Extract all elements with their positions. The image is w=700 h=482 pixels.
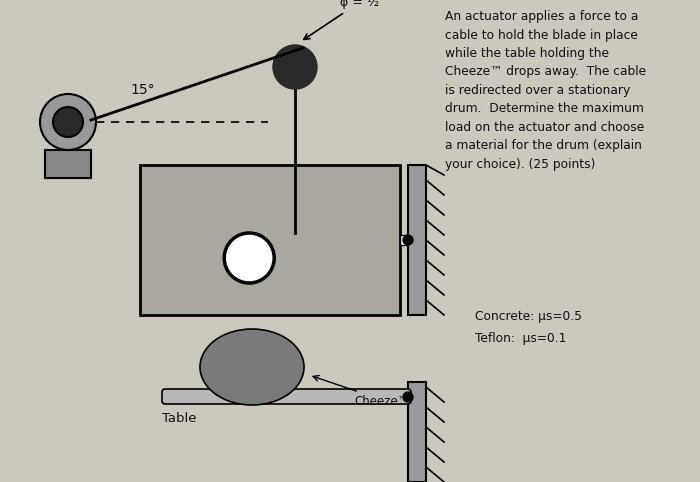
Text: Concrete: μs=0.5: Concrete: μs=0.5 bbox=[475, 310, 582, 323]
Bar bbox=[140, 165, 400, 315]
Text: Table: Table bbox=[162, 412, 197, 425]
Text: Teflon:  μs=0.1: Teflon: μs=0.1 bbox=[475, 332, 566, 345]
Text: An actuator applies a force to a
cable to hold the blade in place
while the tabl: An actuator applies a force to a cable t… bbox=[445, 10, 646, 171]
Circle shape bbox=[403, 235, 413, 245]
Text: 15°: 15° bbox=[130, 83, 155, 97]
Bar bbox=[408, 165, 426, 315]
Circle shape bbox=[40, 94, 96, 150]
Text: ϕ = ½': ϕ = ½' bbox=[340, 0, 383, 9]
Bar bbox=[45, 150, 91, 178]
FancyBboxPatch shape bbox=[162, 389, 411, 404]
Ellipse shape bbox=[200, 329, 304, 405]
Bar bbox=[408, 382, 426, 482]
Circle shape bbox=[224, 233, 274, 283]
Bar bbox=[400, 235, 408, 245]
Text: Cheeze™: Cheeze™ bbox=[354, 395, 409, 408]
Circle shape bbox=[273, 45, 317, 89]
Circle shape bbox=[403, 392, 413, 402]
Circle shape bbox=[53, 107, 83, 137]
